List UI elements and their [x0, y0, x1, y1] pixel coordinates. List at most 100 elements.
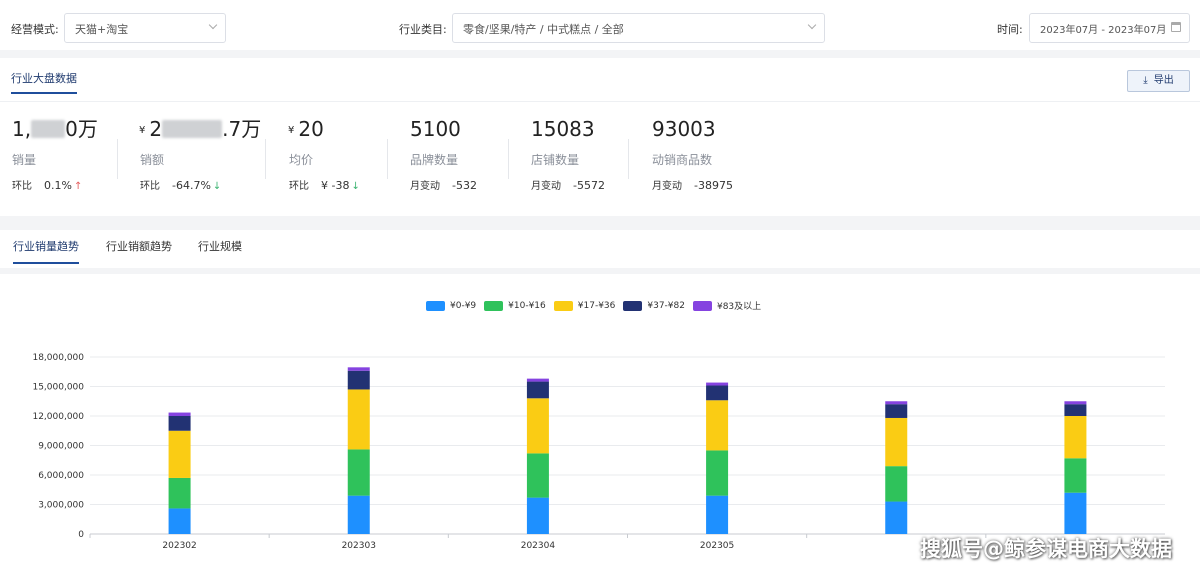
metric-value: 93003: [652, 117, 716, 141]
bar-segment: [885, 501, 908, 534]
legend-swatch: [553, 300, 573, 311]
bar-segment: [706, 400, 729, 451]
tab-sales-volume-trend[interactable]: 行业销量趋势: [13, 238, 79, 264]
date-range-picker[interactable]: 2023年07月 - 2023年07月: [1029, 13, 1190, 43]
metric-sales-amount: ¥2.7万 销额 环比 -64.7% ↓: [139, 116, 261, 206]
y-tick-label: 3,000,000: [38, 501, 84, 511]
export-label: 导出: [1153, 75, 1174, 86]
redacted-blur: [31, 120, 66, 138]
divider: [628, 139, 629, 179]
bar-segment: [706, 495, 729, 534]
metric-value: 15083: [531, 117, 595, 141]
date-range-value: 2023年07月 - 2023年07月: [1040, 25, 1167, 36]
x-tick-label: 202303: [342, 541, 376, 551]
bar-segment: [168, 477, 191, 509]
bar-segment: [1064, 416, 1087, 459]
bar-segment: [526, 453, 549, 498]
divider: [387, 139, 388, 179]
y-tick-label: 6,000,000: [38, 471, 84, 481]
tab-industry-scale[interactable]: 行业规模: [198, 240, 242, 253]
metric-active-products: 93003 动销商品数 月变动 -38975: [652, 116, 733, 206]
business-mode-select[interactable]: 天猫+淘宝: [64, 13, 226, 43]
legend-item[interactable]: ¥10-¥16: [484, 299, 546, 312]
divider: [265, 139, 266, 179]
metric-label: 均价: [289, 153, 314, 167]
divider: [508, 139, 509, 179]
metric-store-count: 15083 店铺数量 月变动 -5572: [531, 116, 605, 206]
filter-bar: 经营模式: 天猫+淘宝 行业类目: 零食/坚果/特产 / 中式糕点 / 全部 时…: [0, 0, 1200, 50]
bar-segment: [885, 417, 908, 467]
metric-change: 月变动 -5572: [531, 179, 605, 192]
business-mode-value: 天猫+淘宝: [75, 23, 129, 36]
chart-legend: ¥0-¥9 ¥10-¥16 ¥17-¥36 ¥37-¥82 ¥83及以上: [426, 299, 769, 312]
legend-item[interactable]: ¥17-¥36: [553, 299, 616, 312]
y-tick-label: 18,000,000: [32, 353, 84, 363]
x-tick-label: 202302: [162, 541, 196, 551]
watermark: 搜狐号@鲸参谋电商大数据: [920, 537, 1172, 561]
bar-segment: [347, 449, 370, 496]
legend-label: ¥17-¥36: [577, 300, 616, 311]
download-icon: ⤓: [1143, 75, 1148, 86]
bar-segment: [885, 466, 908, 502]
bar-segment: [1064, 492, 1087, 534]
x-tick-label: 202304: [521, 541, 556, 551]
legend-swatch: [623, 300, 643, 311]
x-tick-label: 202305: [700, 541, 734, 551]
bar-segment: [347, 495, 370, 534]
legend-swatch: [426, 300, 445, 311]
metric-value: ¥20: [288, 117, 324, 141]
category-select[interactable]: 零食/坚果/特产 / 中式糕点 / 全部: [452, 13, 825, 43]
metric-average-price: ¥20 均价 环比 ¥ -38 ↓: [288, 116, 360, 206]
bar-segment: [168, 412, 191, 416]
legend-item[interactable]: ¥83及以上: [692, 299, 761, 312]
bar-segment: [526, 497, 549, 534]
time-label: 时间:: [997, 23, 1023, 36]
y-tick-label: 15,000,000: [32, 383, 84, 393]
legend-label: ¥0-¥9: [450, 300, 477, 311]
metric-change: 月变动 -532: [410, 179, 477, 192]
category-label: 行业类目:: [399, 23, 447, 36]
bar-segment: [168, 416, 191, 431]
metric-sales-volume: 1, 0万 销量 环比 0.1% ↑: [12, 116, 98, 206]
legend-swatch: [484, 300, 504, 311]
bar-segment: [347, 389, 370, 450]
stacked-bar-chart: 0 3,000,000 6,000,000 9,000,000 12,000,000 15…: [32, 353, 1165, 551]
business-mode-label: 经营模式:: [11, 23, 59, 36]
bar-segment: [1064, 458, 1087, 493]
tab-industry-overview[interactable]: 行业大盘数据: [11, 70, 77, 94]
chevron-down-icon: [208, 20, 218, 30]
tab-sales-amount-trend[interactable]: 行业销额趋势: [106, 240, 172, 253]
arrow-down-icon: ↓: [351, 181, 360, 192]
industry-overview-panel: 行业大盘数据 ⤓ 导出 1, 0万 销量 环比 0.1% ↑ ¥2.7万 销额 环比 -6…: [0, 58, 1200, 216]
legend-label: ¥37-¥82: [647, 300, 685, 311]
bar-segment: [168, 508, 191, 534]
bar-segment: [526, 378, 549, 382]
bar-segment: [347, 367, 370, 371]
bar-segment: [168, 430, 191, 478]
export-button[interactable]: ⤓ 导出: [1127, 70, 1190, 92]
calendar-icon: [1171, 22, 1181, 32]
arrow-down-icon: ↓: [212, 181, 222, 192]
legend-label: ¥10-¥16: [508, 300, 546, 311]
bar-segment: [885, 404, 908, 418]
metric-value: 1, 0万: [12, 117, 98, 141]
metric-change: 环比 ¥ -38 ↓: [289, 179, 360, 192]
metric-brand-count: 5100 品牌数量 月变动 -532: [410, 116, 477, 206]
metric-label: 品牌数量: [410, 153, 459, 167]
category-value: 零食/坚果/特产 / 中式糕点 / 全部: [463, 23, 624, 36]
divider: [0, 101, 1200, 102]
bar-segment: [885, 401, 908, 405]
metric-value: ¥2.7万: [139, 117, 262, 141]
bar-segment: [706, 385, 729, 401]
bar-segment: [706, 382, 729, 386]
legend-item[interactable]: ¥37-¥82: [623, 299, 685, 312]
bar-segment: [347, 370, 370, 390]
metric-label: 动销商品数: [652, 153, 713, 167]
divider: [117, 139, 118, 179]
metric-value: 5100: [410, 117, 461, 141]
metric-label: 销量: [12, 153, 37, 167]
trend-tabs: 行业销量趋势 行业销额趋势 行业规模: [0, 230, 1200, 268]
bar-segment: [706, 450, 729, 496]
chart-panel: ¥0-¥9 ¥10-¥16 ¥17-¥36 ¥37-¥82 ¥83及以上 0 3,000,…: [0, 274, 1200, 572]
legend-item[interactable]: ¥0-¥9: [426, 299, 476, 312]
